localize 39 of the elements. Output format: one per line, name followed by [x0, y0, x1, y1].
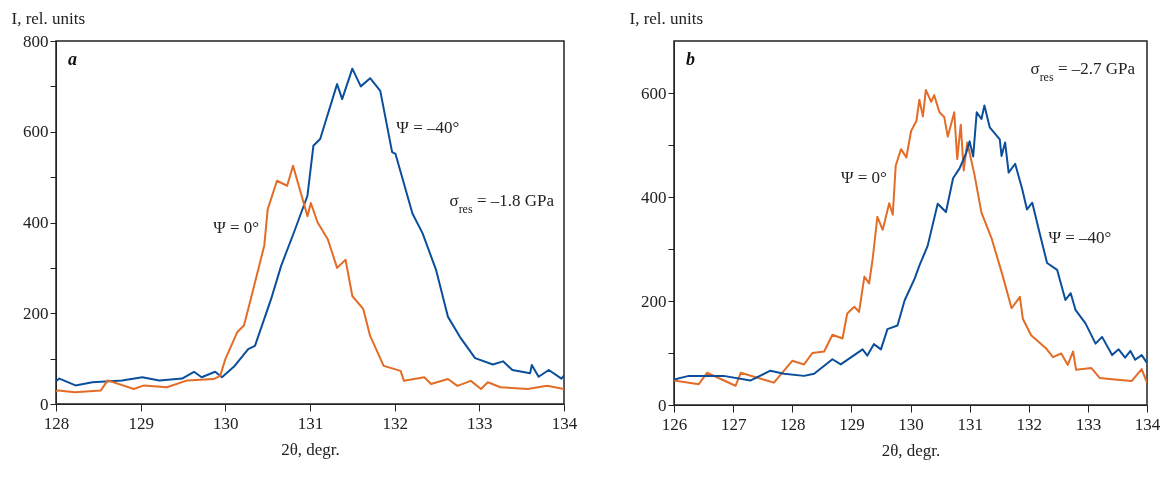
y-tick-label: 600	[641, 83, 667, 103]
chart-title: a	[68, 49, 77, 69]
x-tick-label: 131	[957, 414, 983, 434]
x-tick-label: 133	[1075, 414, 1102, 434]
y-axis-title: I, rel. units	[629, 8, 704, 28]
series-label: Ψ = –40°	[396, 117, 460, 137]
y-tick-label: 200	[641, 291, 667, 311]
x-tick-label: 126	[661, 414, 688, 434]
y-tick-label: 800	[23, 31, 49, 51]
x-tick-label: 129	[128, 413, 154, 433]
annotation: σ$_{res}$ = –1.8 GPa	[449, 191, 555, 216]
annotation: σ$_{res}$ = –2.7 GPa	[1030, 59, 1136, 84]
x-tick-label: 130	[213, 413, 239, 433]
line-series	[56, 67, 564, 387]
x-tick-label: 128	[43, 413, 70, 433]
x-axis-title: 2θ, degr.	[281, 439, 340, 459]
y-tick-label: 600	[23, 122, 49, 142]
x-tick-label: 127	[720, 414, 747, 434]
chart-title: b	[686, 49, 695, 69]
series-label: Ψ = –40°	[1048, 228, 1112, 248]
y-axis-title: I, rel. units	[11, 8, 86, 28]
y-tick-label: 0	[40, 394, 49, 414]
x-tick-label: 132	[1016, 414, 1042, 434]
x-tick-label: 134	[1134, 414, 1161, 434]
x-tick-label: 131	[297, 413, 324, 433]
line-series	[56, 164, 564, 394]
y-tick-label: 400	[641, 187, 667, 207]
x-axis-title: 2θ, degr.	[881, 440, 941, 460]
series-label: Ψ = 0°	[213, 217, 260, 237]
y-tick-label: 200	[23, 303, 49, 323]
y-tick-label: 400	[23, 213, 49, 232]
x-tick-label: 128	[780, 414, 806, 434]
x-tick-label: 134	[551, 413, 578, 433]
x-tick-label: 132	[382, 413, 408, 433]
series-label: Ψ = 0°	[840, 167, 887, 187]
x-tick-label: 133	[467, 413, 493, 433]
x-tick-label: 129	[839, 414, 865, 434]
y-tick-label: 0	[658, 395, 667, 415]
x-tick-label: 130	[898, 414, 924, 434]
